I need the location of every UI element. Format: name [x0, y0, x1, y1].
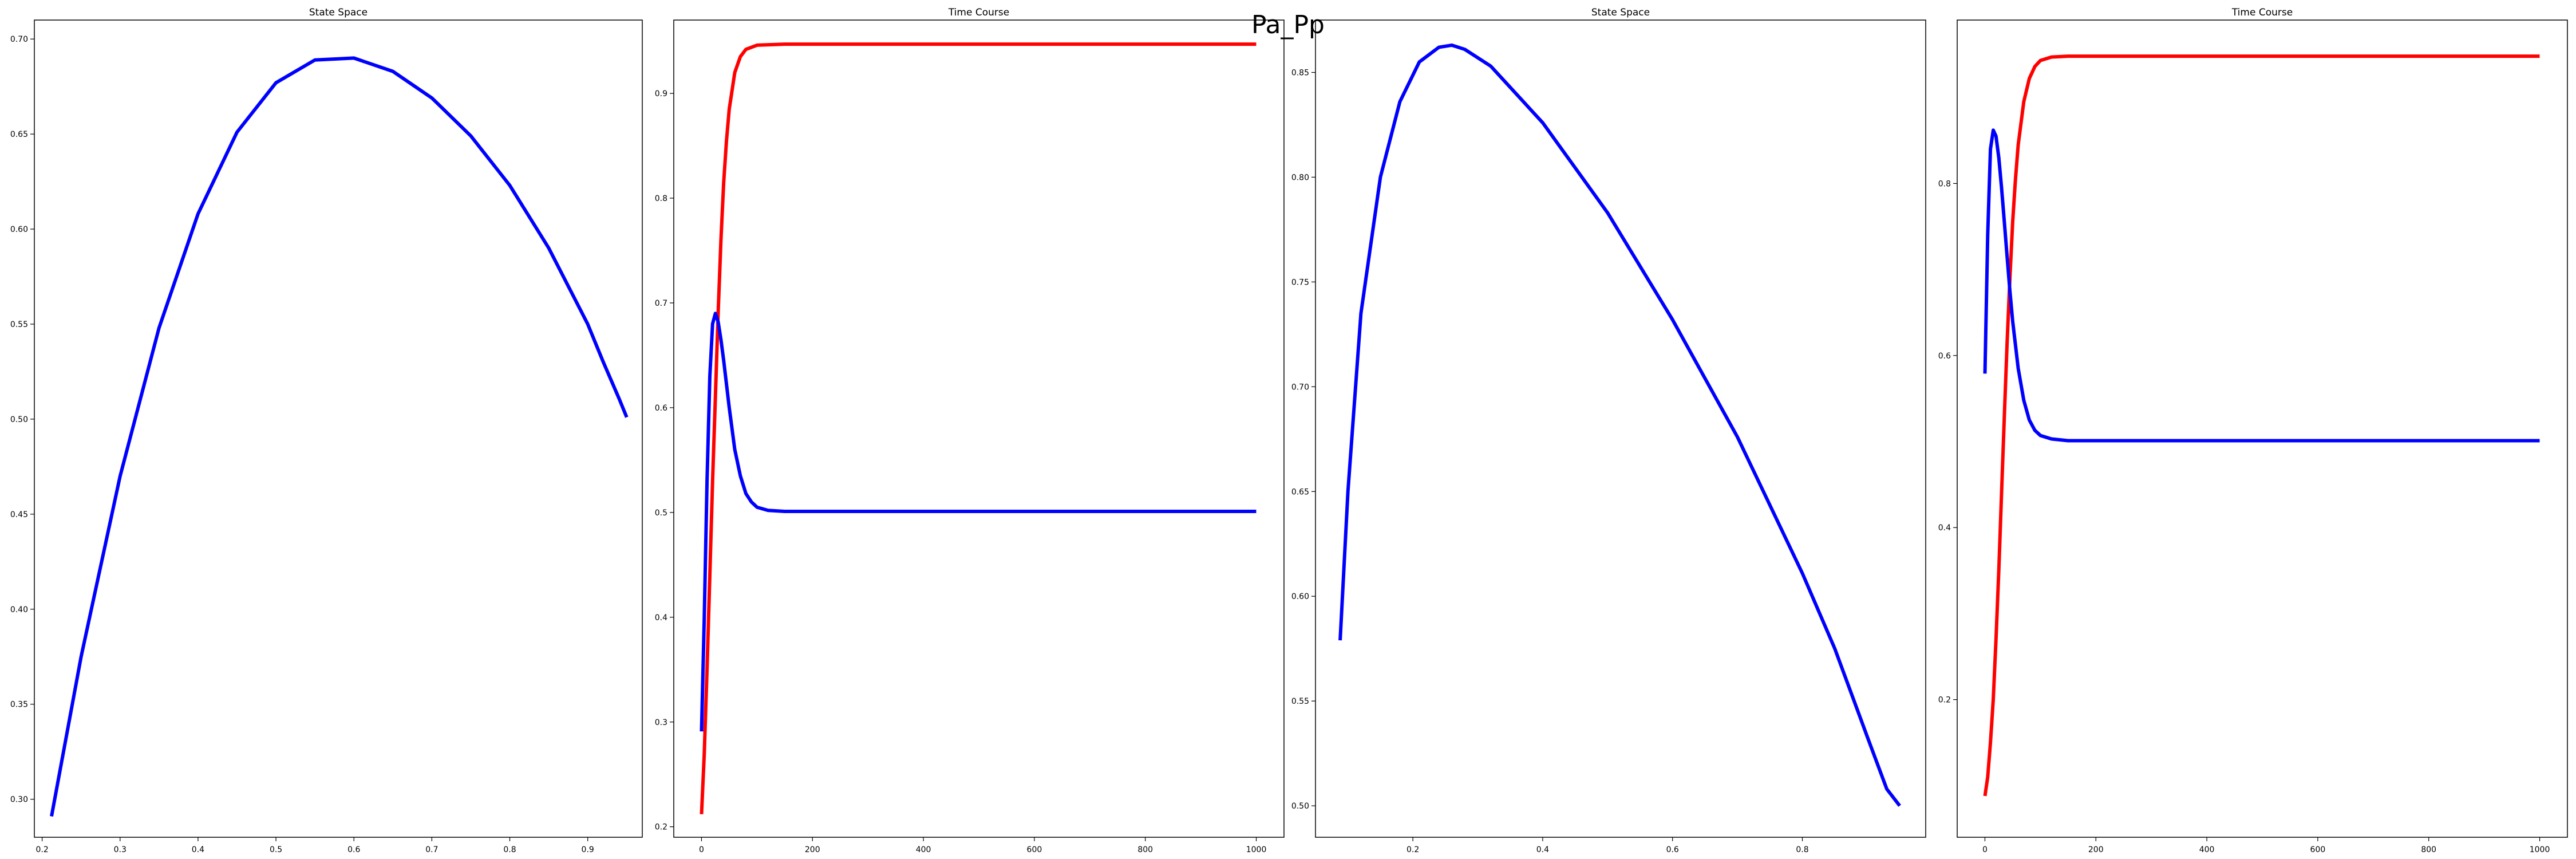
y-tick-label: 0.8 [1938, 179, 1951, 188]
plot-frame [1315, 19, 1926, 838]
chart-title: Time Course [2231, 7, 2293, 18]
y-tick-label: 0.7 [655, 299, 667, 308]
y-tick-label: 0.65 [10, 130, 28, 139]
y-tick-label: 0.75 [1291, 278, 1309, 287]
x-tick-label: 0.2 [35, 845, 48, 854]
y-tick-label: 0.4 [655, 613, 667, 622]
x-tick-label: 0.6 [1666, 845, 1679, 854]
x-tick-label: 0.4 [1536, 845, 1549, 854]
x-tick-label: 1000 [1246, 845, 1267, 854]
x-tick-label: 0.8 [503, 845, 516, 854]
y-tick-label: 0.60 [10, 225, 28, 234]
y-tick-label: 0.6 [1938, 352, 1951, 361]
series-line-2 [700, 312, 1257, 732]
series-line-1 [50, 56, 629, 817]
y-tick-label: 0.85 [1291, 68, 1309, 77]
plot-frame [1957, 19, 2568, 838]
plot-frame [34, 19, 643, 838]
y-tick-label: 0.55 [10, 320, 28, 329]
chart-title: State Space [1591, 7, 1650, 18]
chart-panel-4: Time Course 0 200 400 600 800 1000 0.2 0.4 0.6 0.8 [1938, 7, 2568, 854]
chart-panel-3: State Space 0.2 0.4 0.6 0.8 0.50 0.55 0.60 0.65 0… [1291, 7, 1926, 854]
y-tick-label: 0.6 [655, 404, 667, 413]
y-tick-label: 0.50 [1291, 802, 1309, 811]
x-tick-label: 600 [1027, 845, 1042, 854]
y-tick-label: 0.9 [655, 89, 667, 98]
y-tick-label: 0.70 [1291, 383, 1309, 392]
chart-panel-1: State Space 0.2 0.3 0.4 0.5 0.6 0.7 0.8 0.9 0.30 0… [10, 7, 643, 854]
x-tick-label: 0.2 [1406, 845, 1419, 854]
y-tick-label: 0.65 [1291, 487, 1309, 497]
y-tick-label: 0.80 [1291, 173, 1309, 182]
series-line-1 [1983, 54, 2540, 797]
x-tick-label: 400 [2199, 845, 2215, 854]
series-line-2 [1983, 128, 2540, 443]
y-tick-label: 0.70 [10, 35, 28, 44]
series-line-1 [700, 42, 1257, 814]
x-tick-label: 800 [2421, 845, 2436, 854]
x-tick-label: 0 [699, 845, 704, 854]
chart-title: Time Course [948, 7, 1009, 18]
chart-panel-2: Time Course 0 200 400 600 800 1000 0.2 0.3 0.4 0.5… [655, 7, 1285, 854]
x-tick-label: 0.5 [270, 845, 282, 854]
x-tick-label: 200 [805, 845, 820, 854]
x-tick-label: 0.7 [425, 845, 438, 854]
series-line-1 [1338, 43, 1901, 807]
y-tick-label: 0.8 [655, 194, 667, 203]
x-tick-label: 0.9 [582, 845, 594, 854]
x-tick-label: 0.6 [347, 845, 360, 854]
y-tick-label: 0.35 [10, 700, 28, 710]
y-tick-label: 0.5 [655, 509, 667, 518]
y-tick-label: 0.2 [655, 823, 667, 832]
x-tick-label: 0 [1982, 845, 1988, 854]
y-tick-label: 0.40 [10, 605, 28, 614]
y-tick-label: 0.50 [10, 415, 28, 424]
plot-frame [673, 19, 1285, 838]
x-tick-label: 1000 [2530, 845, 2550, 854]
x-tick-label: 0.8 [1796, 845, 1808, 854]
x-tick-label: 600 [2310, 845, 2326, 854]
y-tick-label: 0.60 [1291, 592, 1309, 601]
chart-title: State Space [309, 7, 368, 18]
y-tick-label: 0.4 [1938, 523, 1951, 533]
y-tick-label: 0.2 [1938, 696, 1951, 705]
x-tick-label: 200 [2088, 845, 2104, 854]
figure-suptitle: Pa_Pp [1251, 10, 1325, 40]
x-tick-label: 800 [1137, 845, 1153, 854]
x-tick-label: 400 [916, 845, 931, 854]
y-tick-label: 0.30 [10, 795, 28, 805]
y-tick-label: 0.55 [1291, 697, 1309, 706]
x-tick-label: 0.3 [114, 845, 127, 854]
y-tick-label: 0.3 [655, 718, 667, 727]
x-tick-label: 0.4 [192, 845, 204, 854]
y-tick-label: 0.45 [10, 510, 28, 519]
